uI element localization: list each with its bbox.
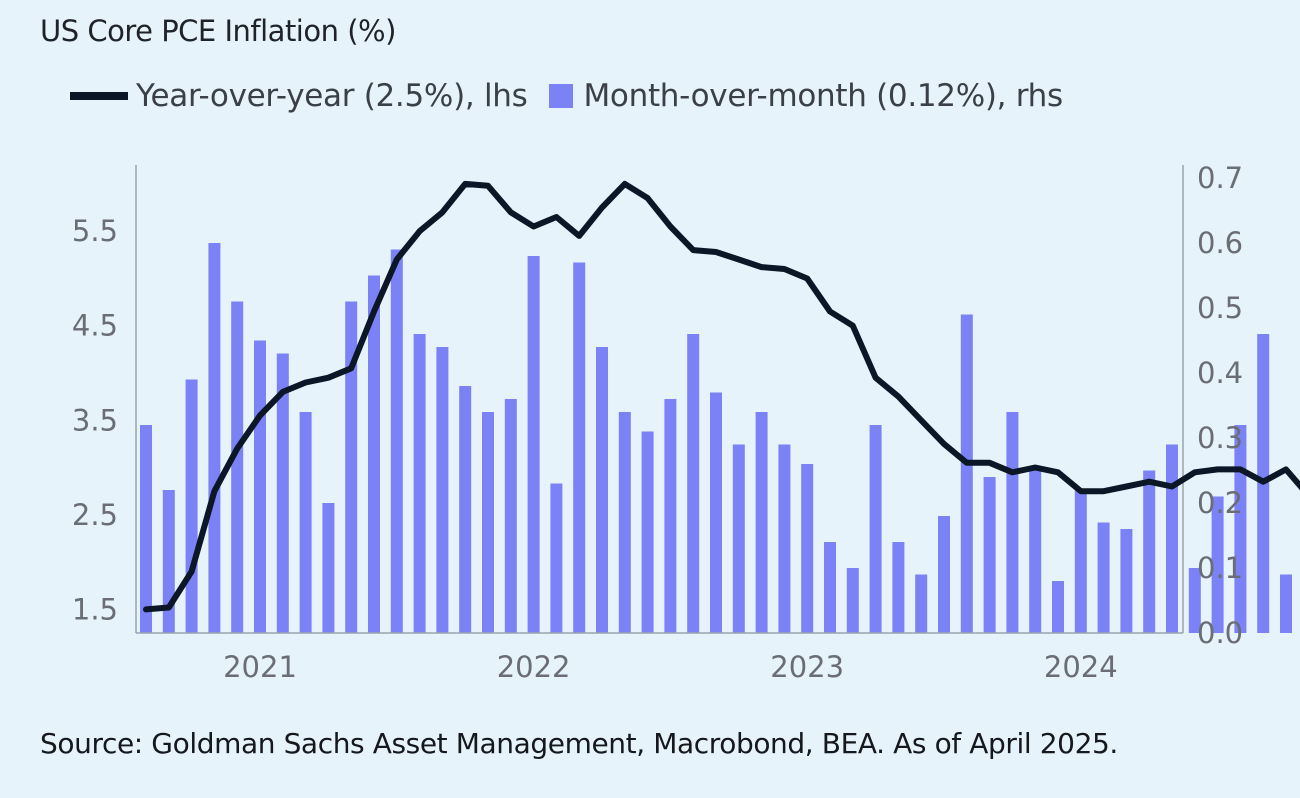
bar (436, 347, 449, 633)
bar (915, 574, 928, 633)
bar (504, 399, 517, 633)
chart-title: US Core PCE Inflation (%) (40, 14, 396, 48)
legend-bar-swatch (549, 84, 574, 108)
right-tick-label: 0.4 (1197, 356, 1243, 390)
x-tick-label: 2022 (497, 650, 571, 684)
bar (345, 301, 358, 633)
bar (1120, 529, 1133, 633)
bar (892, 542, 905, 633)
bar (846, 568, 859, 633)
legend-line-label: Year-over-year (2.5%), lhs (136, 78, 528, 114)
tick-labels: 5.5 4.5 3.5 2.5 1.5 0.7 0.6 0.5 0.4 0.3 0.2 0.1 0.0 2… (72, 161, 1243, 684)
bar (938, 516, 950, 633)
bar (618, 412, 631, 633)
bar (687, 334, 700, 633)
source-note: Source: Goldman Sachs Asset Management, … (40, 727, 1118, 760)
bar (573, 262, 586, 633)
bar (1006, 412, 1019, 633)
bar (710, 392, 722, 633)
bar (276, 353, 289, 633)
right-tick-label: 0.7 (1197, 161, 1243, 195)
bar (550, 483, 563, 633)
bar (1052, 581, 1064, 633)
bar (778, 444, 791, 633)
legend: Year-over-year (2.5%), lhs Month-over-mo… (70, 78, 1063, 114)
bar (1029, 470, 1042, 633)
right-tick-label: 0.2 (1197, 486, 1243, 520)
bar (527, 256, 540, 633)
bar (1234, 425, 1247, 633)
bar (1166, 444, 1178, 633)
bar (664, 399, 677, 633)
bar (1143, 470, 1156, 633)
bar (140, 425, 152, 633)
bar (368, 275, 380, 633)
x-tick-label: 2023 (770, 650, 844, 684)
bar (390, 249, 403, 633)
right-tick-label: 0.1 (1197, 551, 1243, 585)
axes (135, 165, 1184, 634)
bar (732, 444, 745, 633)
line-series (143, 180, 1300, 613)
bar (869, 425, 882, 633)
bar (641, 431, 654, 633)
left-tick-label: 4.5 (72, 309, 118, 343)
bar (755, 412, 768, 633)
bar (1211, 496, 1224, 633)
bar (1097, 522, 1110, 633)
line-path (143, 180, 1300, 613)
bar (1280, 574, 1292, 633)
bar (960, 314, 973, 633)
bar (459, 386, 472, 633)
bar-series (140, 243, 1292, 633)
bar (983, 477, 996, 633)
right-tick-label: 0.6 (1197, 226, 1243, 260)
bar (801, 464, 814, 633)
x-tick-label: 2024 (1044, 650, 1118, 684)
bar (299, 412, 312, 633)
bar (322, 503, 335, 633)
legend-bar-label: Month-over-month (0.12%), rhs (583, 78, 1063, 114)
right-tick-label: 0.5 (1197, 291, 1243, 325)
right-tick-label: 0.0 (1197, 616, 1243, 650)
right-tick-label: 0.3 (1197, 421, 1243, 455)
left-tick-label: 5.5 (72, 214, 118, 248)
bar (1188, 568, 1201, 633)
left-tick-label: 1.5 (72, 592, 118, 626)
bar (231, 301, 244, 633)
left-tick-label: 2.5 (72, 498, 118, 532)
bar (1074, 490, 1087, 633)
legend-line-swatch (70, 92, 128, 100)
bar (185, 379, 198, 633)
bar (254, 340, 266, 633)
x-tick-label: 2021 (223, 650, 297, 684)
bar (482, 412, 494, 633)
left-tick-label: 3.5 (72, 403, 118, 437)
bar (413, 334, 426, 633)
bar (208, 243, 221, 633)
bar (824, 542, 836, 633)
bar (162, 490, 175, 633)
bar (596, 347, 608, 633)
